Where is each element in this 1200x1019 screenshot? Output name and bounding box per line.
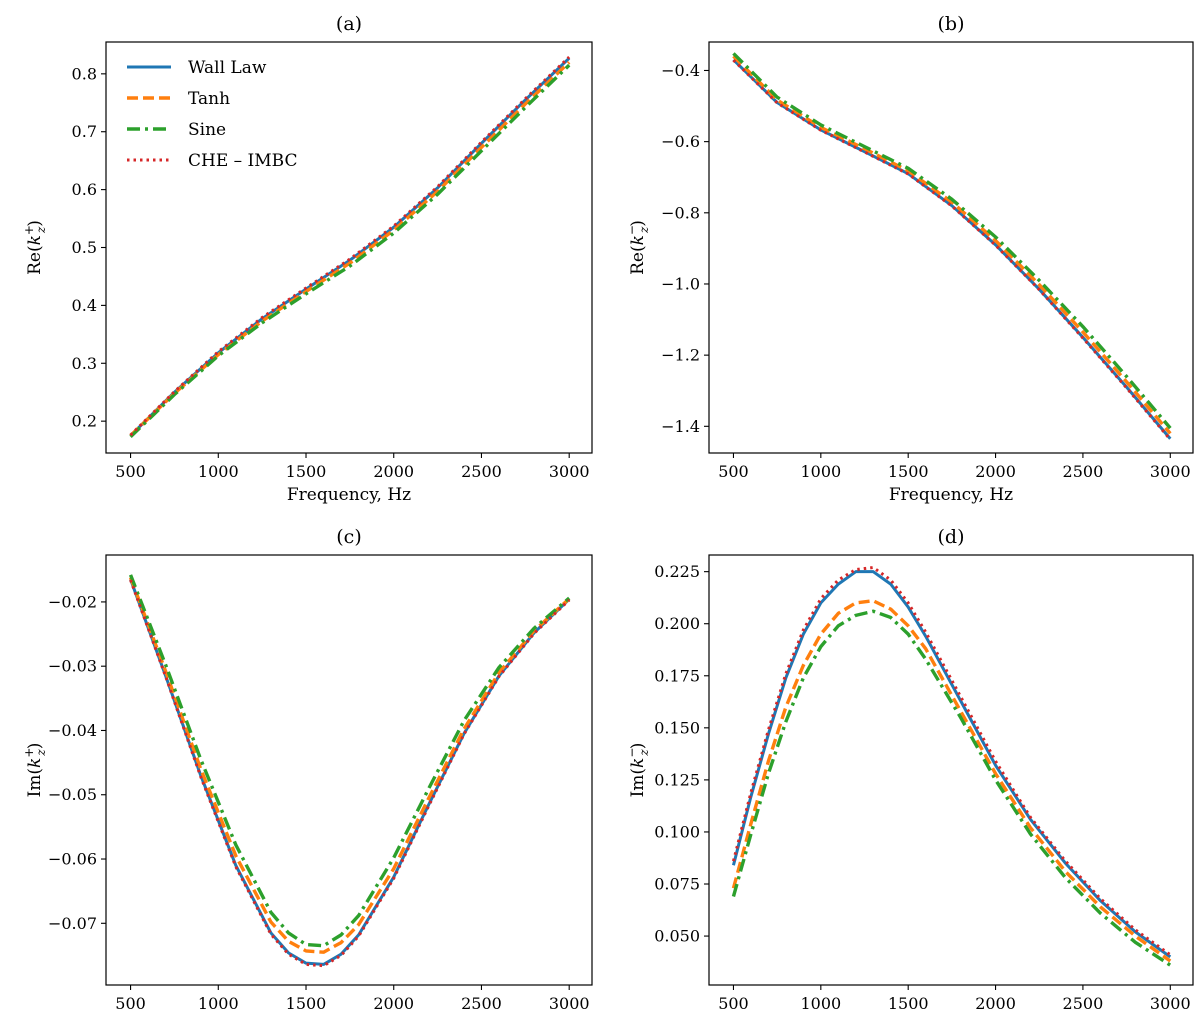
series-line-tanh: [732, 55, 1172, 435]
x-tick-label: 3000: [1150, 994, 1191, 1013]
panel-title: (c): [336, 526, 361, 548]
axes-frame: [708, 554, 1194, 986]
panel-d: 500 1000 1500 2000 2500 3000 0.050 0.075 0.100 0.…: [625, 526, 1194, 1019]
series-line-tanh: [731, 599, 1172, 963]
y-axis-label: Re(k−z): [625, 220, 651, 275]
y-tick-label: 0.100: [654, 822, 700, 841]
y-tick-label: 0.075: [654, 875, 700, 894]
series-line-sine: [129, 63, 571, 439]
series-line-tanh: [129, 61, 571, 437]
panel-a: 500 1000 1500 2000 2500 3000 0.2 0.3 0.4 0.5 0.6 0.…: [22, 13, 593, 505]
y-tick-label: 0.6: [72, 180, 97, 199]
x-tick-label: 1500: [286, 462, 327, 481]
x-tick-label: 2500: [1063, 994, 1104, 1013]
series-line-wall-law: [732, 570, 1172, 959]
x-axis-label: Frequency, Hz: [889, 1017, 1013, 1019]
y-axis-label: Re(k+z): [22, 220, 48, 275]
y-tick-label: −1.0: [661, 274, 700, 293]
x-tick-label: 2000: [975, 994, 1016, 1013]
y-tick-label: −0.4: [661, 61, 700, 80]
x-tick-label: 2000: [373, 462, 414, 481]
series-line-wall-law: [129, 57, 571, 437]
x-axis-label: Frequency, Hz: [889, 485, 1013, 505]
y-tick-label: 0.4: [72, 296, 97, 315]
y-tick-label: 0.5: [72, 238, 97, 257]
y-tick-label: −0.07: [48, 914, 97, 933]
x-tick-label: 500: [718, 462, 749, 481]
legend-label: Wall Law: [188, 58, 267, 78]
x-tick-label: 3000: [1150, 462, 1191, 481]
y-tick-label: −0.8: [661, 203, 700, 222]
y-tick-label: −0.6: [661, 132, 700, 151]
x-tick-label: 1500: [286, 994, 327, 1013]
x-tick-label: 1000: [800, 994, 841, 1013]
y-axis-label: Im(k+z): [22, 743, 48, 798]
panel-title: (b): [938, 13, 965, 35]
y-tick-label: −1.2: [661, 346, 700, 365]
y-tick-label: 0.125: [654, 770, 700, 789]
series-line-che-imbc: [732, 565, 1172, 957]
x-tick-label: 3000: [549, 462, 590, 481]
y-tick-label: 0.200: [654, 614, 700, 633]
y-tick-label: −0.02: [48, 592, 97, 611]
y-tick-label: 0.050: [654, 927, 700, 946]
series-line-sine: [128, 574, 571, 948]
axes-frame: [708, 41, 1194, 454]
y-tick-label: 0.2: [72, 412, 97, 431]
legend-label: Sine: [188, 120, 226, 140]
series-line-wall-law: [129, 578, 571, 966]
y-tick-label: 0.8: [72, 64, 97, 83]
y-tick-label: −1.4: [661, 417, 700, 436]
x-tick-label: 2500: [1063, 462, 1104, 481]
series-line-che-imbc: [129, 579, 571, 968]
x-tick-label: 500: [115, 994, 146, 1013]
y-tick-label: 0.175: [654, 666, 700, 685]
series-line-wall-law: [732, 58, 1172, 440]
y-tick-label: −0.04: [48, 721, 97, 740]
x-tick-label: 2500: [461, 462, 502, 481]
panel-title: (d): [938, 526, 965, 548]
y-tick-label: 0.7: [72, 122, 97, 141]
legend-label: Tanh: [188, 89, 230, 109]
series-line-tanh: [128, 576, 571, 954]
x-tick-label: 2500: [461, 994, 502, 1013]
axes-frame: [105, 554, 593, 986]
series-line-sine: [732, 52, 1172, 430]
series-line-che-imbc: [129, 55, 571, 437]
x-tick-label: 2000: [975, 462, 1016, 481]
x-tick-label: 1500: [888, 462, 929, 481]
y-axis-label: Im(k−z): [625, 743, 651, 798]
x-axis-label: Frequency, Hz: [287, 485, 411, 505]
legend: Wall Law Tanh Sine CHE – IMBC: [127, 58, 298, 171]
panel-c: 500 1000 1500 2000 2500 3000 −0.02 −0.03 −0.04 −0…: [22, 526, 593, 1019]
panel-title: (a): [336, 13, 362, 35]
y-tick-label: 0.150: [654, 718, 700, 737]
x-tick-label: 1000: [198, 462, 239, 481]
x-tick-label: 1500: [888, 994, 929, 1013]
y-tick-label: −0.06: [48, 850, 97, 869]
y-tick-label: −0.05: [48, 785, 97, 804]
x-axis-label: Frequency, Hz: [287, 1017, 411, 1019]
x-tick-label: 2000: [373, 994, 414, 1013]
x-tick-label: 1000: [800, 462, 841, 481]
series-line-sine: [731, 609, 1172, 967]
legend-label: CHE – IMBC: [188, 151, 298, 171]
panel-b: 500 1000 1500 2000 2500 3000 −0.4 −0.6 −0.8 −1.0 −…: [625, 13, 1194, 505]
x-tick-label: 500: [115, 462, 146, 481]
x-tick-label: 1000: [198, 994, 239, 1013]
x-tick-label: 500: [718, 994, 749, 1013]
x-tick-label: 3000: [549, 994, 590, 1013]
y-tick-label: −0.03: [48, 657, 97, 676]
y-tick-label: 0.225: [654, 562, 700, 581]
y-tick-label: 0.3: [72, 354, 97, 373]
